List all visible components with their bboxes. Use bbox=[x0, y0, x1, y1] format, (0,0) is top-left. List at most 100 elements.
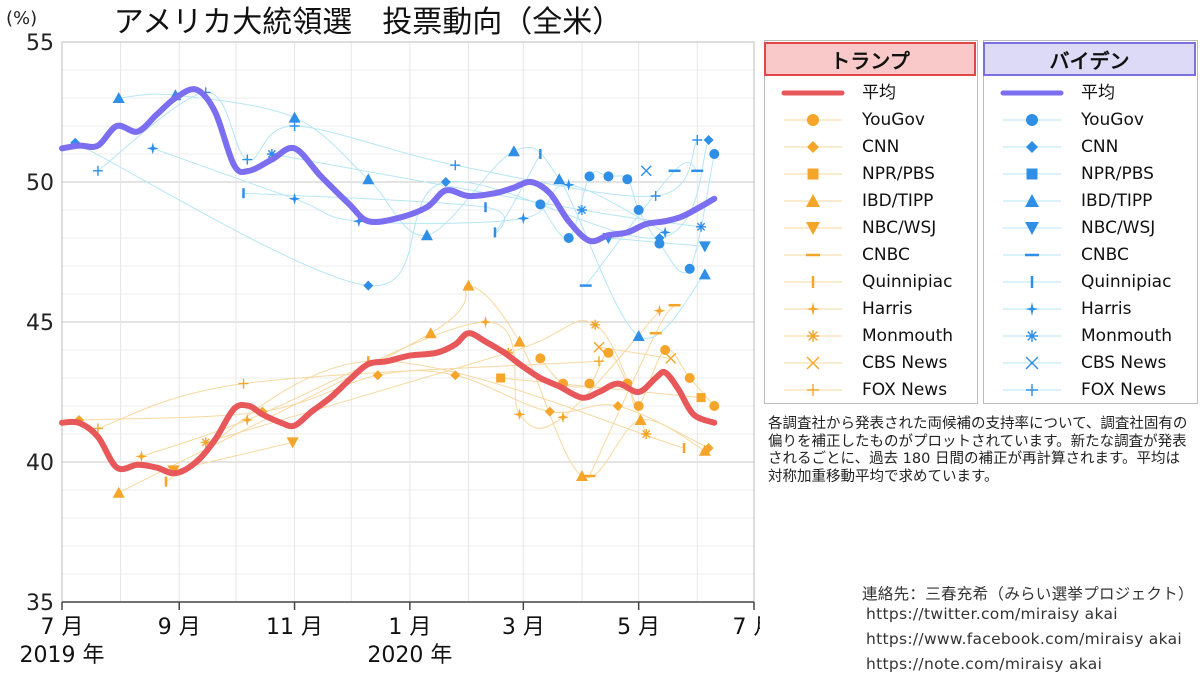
legend-item: NBC/WSJ bbox=[770, 215, 970, 241]
poll-marker bbox=[362, 173, 375, 185]
poll-marker bbox=[462, 279, 475, 291]
legend-marker bbox=[1026, 114, 1038, 126]
pollster-trend-line bbox=[97, 360, 600, 429]
poll-marker bbox=[92, 165, 103, 176]
poll-marker bbox=[424, 327, 437, 339]
legend-marker-swatch bbox=[784, 276, 842, 288]
legend-marker bbox=[1026, 384, 1038, 396]
legend-label: Quinnipiac bbox=[862, 272, 953, 292]
legend-label: Quinnipiac bbox=[1081, 272, 1172, 292]
legend-marker-swatch bbox=[784, 330, 842, 342]
legend-marker bbox=[806, 302, 820, 316]
legend-marker bbox=[807, 330, 819, 342]
poll-marker bbox=[603, 347, 614, 358]
pollster-trend-line bbox=[598, 346, 671, 359]
legend-item: CNN bbox=[989, 134, 1189, 160]
poll-marker bbox=[440, 177, 451, 187]
legend-marker bbox=[1025, 302, 1039, 316]
method-note: 各調査社から発表された両候補の支持率について、調査社固有の偏りを補正したものがプ… bbox=[768, 416, 1188, 485]
legend-marker-swatch bbox=[784, 356, 842, 370]
poll-marker bbox=[590, 319, 601, 330]
poll-marker bbox=[146, 142, 159, 155]
contact-link-facebook[interactable]: https://www.facebook.com/miraisy akai bbox=[866, 630, 1183, 648]
legend-label: NBC/WSJ bbox=[1081, 218, 1156, 238]
legend-marker-swatch bbox=[784, 194, 842, 207]
poll-marker bbox=[238, 378, 249, 389]
pollster-trend-lines bbox=[74, 91, 715, 494]
legend-item: NPR/PBS bbox=[770, 161, 970, 187]
legend-marker bbox=[806, 222, 820, 235]
axes: 35 40 45 50 55 7 月 2019 年 9 月 11 月 1 月 2020 年 3 月 5 … bbox=[20, 31, 760, 668]
y-tick-label: 40 bbox=[26, 451, 54, 476]
legend-marker-swatch bbox=[784, 114, 842, 126]
legend-label: CNBC bbox=[1081, 245, 1129, 265]
pollster-trend-line bbox=[118, 285, 706, 494]
poll-marker bbox=[632, 330, 645, 341]
poll-markers bbox=[70, 87, 720, 498]
contact-link-twitter[interactable]: https://twitter.com/miraisy akai bbox=[866, 605, 1118, 623]
poll-marker bbox=[709, 149, 720, 159]
legend-item: FOX News bbox=[770, 377, 970, 403]
legend-biden bbox=[983, 40, 1198, 404]
legend-item: YouGov bbox=[770, 107, 970, 133]
legend-marker-swatch bbox=[1003, 114, 1061, 126]
legend-marker-swatch bbox=[784, 168, 842, 180]
x-year-label: 2019 年 bbox=[20, 643, 105, 668]
poll-marker bbox=[200, 437, 211, 448]
legend-item: IBD/TIPP bbox=[989, 188, 1189, 214]
legend-item: NPR/PBS bbox=[989, 161, 1189, 187]
legend-marker-swatch bbox=[1003, 330, 1061, 342]
legend-item: IBD/TIPP bbox=[770, 188, 970, 214]
legend-item: FOX News bbox=[989, 377, 1189, 403]
legend-label: Harris bbox=[1081, 299, 1132, 319]
poll-marker bbox=[496, 373, 506, 383]
legend-marker bbox=[1025, 194, 1039, 207]
legend-item: CNBC bbox=[770, 242, 970, 268]
y-tick-label: 35 bbox=[26, 591, 54, 616]
poll-marker bbox=[112, 92, 125, 103]
legend-item: 平均 bbox=[989, 80, 1189, 106]
poll-marker bbox=[654, 238, 665, 249]
legend-label: IBD/TIPP bbox=[1081, 191, 1153, 211]
average-lines bbox=[59, 86, 718, 477]
poll-marker bbox=[698, 241, 711, 253]
legend-label: NBC/WSJ bbox=[862, 218, 937, 238]
poll-marker bbox=[659, 226, 672, 239]
x-tick-label: 3 月 bbox=[502, 615, 545, 640]
y-unit-label: (%) bbox=[6, 8, 37, 29]
legend-marker bbox=[806, 194, 820, 207]
legend-label: CBS News bbox=[1081, 353, 1167, 373]
poll-marker bbox=[640, 165, 652, 177]
poll-marker bbox=[135, 450, 148, 463]
poll-marker bbox=[633, 205, 644, 215]
legend-marker bbox=[1026, 141, 1038, 153]
poll-marker bbox=[517, 212, 530, 225]
legend-marker bbox=[1025, 356, 1039, 370]
poll-marker bbox=[562, 178, 575, 191]
poll-marker bbox=[633, 401, 644, 411]
legend-label: CNBC bbox=[862, 245, 910, 265]
legend-label: 平均 bbox=[862, 83, 896, 103]
legend-marker bbox=[807, 141, 819, 153]
poll-marker bbox=[563, 233, 574, 243]
pollster-trend-line bbox=[585, 161, 698, 286]
legend-label: CBS News bbox=[862, 353, 948, 373]
x-tick-label: 11 月 bbox=[266, 615, 323, 640]
legend-item: NBC/WSJ bbox=[989, 215, 1189, 241]
poll-marker bbox=[650, 191, 661, 201]
poll-marker bbox=[641, 429, 652, 439]
poll-marker bbox=[684, 373, 695, 383]
legend-item: CNN bbox=[770, 134, 970, 160]
poll-marker bbox=[584, 378, 595, 389]
legend-marker-swatch bbox=[1003, 141, 1061, 153]
contact-link-note[interactable]: https://note.com/miraisy akai bbox=[866, 655, 1103, 673]
poll-marker bbox=[450, 160, 461, 171]
grid bbox=[61, 41, 755, 603]
legend-label: 平均 bbox=[1081, 83, 1115, 103]
poll-marker bbox=[553, 173, 566, 185]
legend-label: FOX News bbox=[1081, 380, 1167, 400]
poll-marker bbox=[479, 316, 492, 328]
poll-marker bbox=[612, 401, 623, 411]
legend-average-swatch bbox=[781, 90, 845, 96]
legend-item: 平均 bbox=[770, 80, 970, 106]
